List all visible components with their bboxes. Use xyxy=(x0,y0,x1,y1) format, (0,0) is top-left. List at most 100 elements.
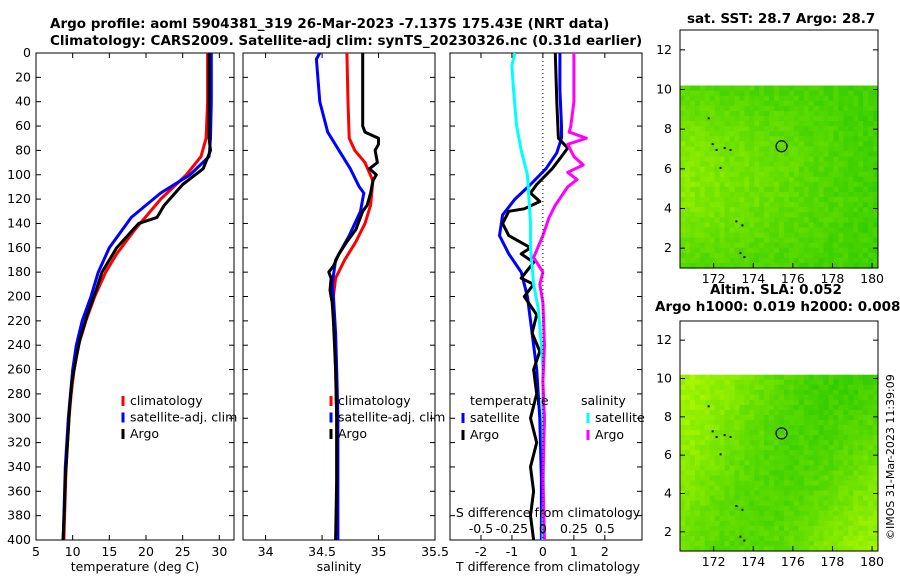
sla_map-cell xyxy=(689,505,696,512)
sst_map-cell xyxy=(699,151,706,158)
sst_map-cell xyxy=(843,217,849,223)
sla_map-cell xyxy=(838,540,844,547)
sla_map-cell xyxy=(734,495,740,502)
sst_map-cell xyxy=(868,85,874,92)
sla_map-cell xyxy=(729,430,735,436)
sst_map-cell xyxy=(714,252,721,259)
sst_map-cell xyxy=(848,110,854,117)
sla_map-cell xyxy=(754,394,760,401)
sla_map-cell xyxy=(719,435,726,441)
sla_map-cell xyxy=(788,420,795,426)
sla_map-cell xyxy=(694,440,701,446)
sst_map-cell xyxy=(734,262,740,269)
sst_map-cell xyxy=(798,110,805,117)
sla_map-cell xyxy=(863,379,869,386)
sst_map-cell xyxy=(739,121,745,127)
sla_map-cell xyxy=(754,445,760,451)
sla_map-cell xyxy=(694,475,701,481)
sla_map-cell xyxy=(813,530,820,537)
sst_map-cell xyxy=(863,95,869,102)
sst_map-cell xyxy=(719,85,726,92)
sst_map-cell xyxy=(685,141,691,147)
sst_map-cell xyxy=(719,257,726,264)
sst_map-cell xyxy=(764,110,770,117)
sla_map-island xyxy=(715,436,718,438)
sst_map-cell xyxy=(843,100,849,107)
sla_map-cell xyxy=(803,455,810,461)
sst_map-cell xyxy=(759,85,765,92)
sla_map-cell xyxy=(843,490,849,497)
sst_map-cell xyxy=(739,207,745,213)
sla_map-cell xyxy=(808,384,815,391)
sst_map-cell xyxy=(734,212,740,218)
sst_map-cell xyxy=(828,171,834,178)
sla_map-cell xyxy=(838,495,844,502)
sst_map-cell xyxy=(754,257,760,264)
sst_map-cell xyxy=(843,222,849,229)
sst_map-cell xyxy=(858,146,864,153)
sla_map-cell xyxy=(734,546,740,552)
sst_map-cell xyxy=(823,237,829,244)
sla_map-cell xyxy=(729,490,735,497)
sla_map-cell xyxy=(848,470,854,476)
sst_map-cell xyxy=(764,105,770,112)
sst_map-cell xyxy=(793,131,800,137)
sst_map-cell xyxy=(744,166,750,173)
sla_map-cell xyxy=(833,535,839,542)
sla_map-cell xyxy=(704,430,711,436)
sst_map-cell xyxy=(863,176,869,183)
sst_map-cell xyxy=(694,110,701,117)
sla_map-cell xyxy=(863,530,869,537)
sst_map-cell xyxy=(774,121,780,127)
sla_map-cell xyxy=(709,525,716,532)
sla_map-cell xyxy=(818,430,825,436)
sst_map-cell xyxy=(680,242,686,249)
sla_map-cell xyxy=(873,409,879,416)
sla_map-cell xyxy=(749,520,755,527)
sla_map-cell xyxy=(779,384,785,391)
sst_map-cell xyxy=(843,146,849,153)
sst_map-cell xyxy=(843,232,849,239)
sst_map-cell xyxy=(680,100,686,107)
sla_map-cell xyxy=(724,420,730,426)
sst_map-cell xyxy=(858,232,864,239)
sst_map-cell xyxy=(714,131,721,137)
sla_map-cell xyxy=(803,500,810,507)
sst_map-cell xyxy=(685,156,691,163)
sla_map-cell xyxy=(694,404,701,411)
sla_map-cell xyxy=(749,435,755,441)
sst_map-cell xyxy=(848,237,854,244)
sla_map-cell xyxy=(719,440,726,446)
sla_map-cell xyxy=(798,399,805,406)
sla_map-cell xyxy=(808,420,815,426)
sst_map-cell xyxy=(779,141,785,147)
sla_map-cell xyxy=(714,374,721,381)
sla_map-cell xyxy=(803,440,810,446)
sla_map-cell xyxy=(784,505,790,512)
sst_map-cell xyxy=(833,186,839,193)
sst_map-cell xyxy=(680,121,686,127)
sst_map-cell xyxy=(729,166,735,173)
sst_map-cell xyxy=(724,105,730,112)
sst_map-cell xyxy=(714,212,721,218)
sst_map-cell xyxy=(719,232,726,239)
sst_map-cell xyxy=(798,100,805,107)
sla_map-cell xyxy=(699,445,706,451)
sla_map-cell xyxy=(769,520,775,527)
sla_map-cell xyxy=(848,420,854,426)
sla_map-cell xyxy=(838,379,844,386)
sst_map-cell xyxy=(729,207,735,213)
sst_map-cell xyxy=(769,202,775,208)
sst_map-cell xyxy=(724,151,730,158)
sst_map-cell xyxy=(784,95,790,102)
sla_map-cell xyxy=(769,465,775,471)
sla_map-cell xyxy=(754,495,760,502)
sst_map-cell xyxy=(838,207,844,213)
sst_map-cell xyxy=(784,131,790,137)
sst_map-cell xyxy=(764,242,770,249)
sla_map-cell xyxy=(709,425,716,431)
sst_map-cell xyxy=(764,202,770,208)
sla_map-cell xyxy=(798,540,805,547)
temperature-series-satellite-adj-clim xyxy=(61,53,213,541)
sla_map-cell xyxy=(818,399,825,406)
